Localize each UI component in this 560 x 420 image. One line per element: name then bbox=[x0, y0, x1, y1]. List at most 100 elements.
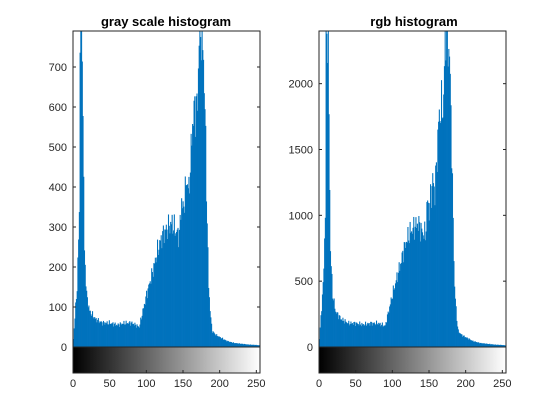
histogram-bar bbox=[459, 333, 462, 347]
histogram-bar bbox=[377, 324, 379, 347]
histogram-bar bbox=[394, 288, 396, 347]
histogram-bar bbox=[119, 322, 121, 347]
histogram-bar bbox=[129, 321, 131, 347]
histogram-bar bbox=[384, 325, 386, 347]
colorbar-gradient bbox=[318, 346, 507, 374]
histogram-bar bbox=[200, 60, 202, 348]
histogram-bar bbox=[143, 303, 145, 347]
x-tick-label: 150 bbox=[420, 378, 438, 390]
histogram-bar bbox=[441, 118, 443, 347]
histogram-bar bbox=[489, 343, 491, 347]
histogram-bar bbox=[187, 188, 189, 347]
histogram-bar bbox=[411, 233, 413, 347]
histogram-bar bbox=[343, 323, 345, 347]
histogram-bar bbox=[97, 318, 99, 347]
histogram-bar bbox=[121, 323, 124, 347]
histogram-bar bbox=[73, 328, 75, 347]
histogram-bar bbox=[503, 345, 505, 347]
histogram-bar bbox=[124, 324, 126, 347]
histogram-bar bbox=[159, 240, 161, 347]
histogram-bar bbox=[343, 320, 345, 347]
histogram-bar bbox=[88, 305, 90, 347]
histogram-bar bbox=[103, 322, 105, 347]
histogram-bar bbox=[321, 294, 323, 347]
histogram-bar bbox=[319, 339, 321, 347]
histogram-bar bbox=[392, 298, 394, 347]
histogram-bar bbox=[404, 242, 406, 347]
histogram-bar bbox=[232, 342, 234, 347]
gray-histogram-y-ticks: 0 100 200 300 400 500 600 700 bbox=[49, 62, 260, 354]
y-tick-label: 500 bbox=[295, 276, 313, 288]
histogram-bar bbox=[129, 325, 132, 347]
histogram-bar bbox=[453, 261, 455, 347]
histogram-bar bbox=[107, 324, 109, 347]
histogram-bar bbox=[208, 297, 210, 347]
histogram-bar bbox=[195, 96, 197, 348]
histogram-bar bbox=[499, 345, 501, 347]
histogram-bar bbox=[255, 344, 257, 347]
histogram-bar bbox=[400, 262, 402, 347]
histogram-bar bbox=[342, 317, 344, 347]
histogram-bar bbox=[190, 133, 192, 347]
histogram-bar bbox=[423, 238, 425, 347]
histogram-bar bbox=[244, 344, 246, 347]
histogram-bar bbox=[393, 289, 395, 347]
histogram-bar bbox=[333, 298, 335, 347]
histogram-bar bbox=[478, 343, 481, 347]
histogram-bar bbox=[125, 320, 127, 347]
histogram-bar bbox=[189, 193, 191, 347]
x-tick-label: 100 bbox=[137, 378, 155, 390]
histogram-bar bbox=[216, 336, 218, 347]
histogram-bar bbox=[471, 340, 473, 347]
histogram-bar bbox=[360, 326, 362, 347]
histogram-bar bbox=[117, 323, 119, 347]
histogram-bar bbox=[425, 231, 427, 347]
histogram-bar bbox=[219, 337, 221, 347]
histogram-bar bbox=[168, 225, 170, 347]
histogram-bar bbox=[477, 342, 479, 347]
histogram-bar bbox=[403, 262, 405, 347]
rgb-histogram-y-ticks: 0 500 1000 1500 2000 bbox=[289, 79, 506, 354]
histogram-bar bbox=[468, 339, 470, 347]
histogram-bar bbox=[486, 343, 488, 347]
histogram-bar bbox=[411, 231, 413, 347]
histogram-bar bbox=[215, 335, 217, 347]
y-tick-label: 0 bbox=[61, 342, 67, 354]
histogram-bar bbox=[249, 344, 251, 347]
histogram-bar bbox=[452, 217, 454, 347]
x-tick-label: 50 bbox=[104, 378, 116, 390]
histogram-bar bbox=[476, 342, 478, 347]
histogram-bar bbox=[110, 323, 113, 347]
histogram-bar bbox=[192, 125, 194, 347]
histogram-bar bbox=[493, 344, 495, 347]
histogram-bar bbox=[139, 324, 141, 347]
histogram-bar bbox=[367, 323, 370, 347]
histogram-bar bbox=[118, 324, 120, 347]
histogram-bar bbox=[186, 184, 189, 347]
histogram-bar bbox=[500, 344, 502, 347]
histogram-bar bbox=[196, 93, 198, 347]
histogram-bar bbox=[135, 327, 137, 347]
histogram-bar bbox=[494, 344, 496, 347]
histogram-bar bbox=[113, 326, 115, 347]
histogram-bar bbox=[405, 247, 407, 347]
histogram-bar bbox=[162, 231, 164, 347]
histogram-bar bbox=[229, 341, 231, 347]
histogram-bar bbox=[337, 319, 340, 347]
histogram-bar bbox=[503, 345, 505, 347]
histogram-bar bbox=[188, 176, 190, 347]
colorbar-gradient bbox=[72, 346, 261, 374]
histogram-bar bbox=[336, 312, 338, 347]
histogram-bar bbox=[232, 342, 235, 347]
histogram-bar bbox=[484, 343, 486, 347]
histogram-bar bbox=[116, 325, 118, 347]
histogram-bar bbox=[491, 344, 493, 347]
histogram-bar bbox=[77, 257, 79, 347]
histogram-bar bbox=[245, 344, 247, 347]
histogram-bar bbox=[484, 343, 486, 347]
histogram-bar bbox=[243, 343, 246, 347]
histogram-bar bbox=[492, 344, 494, 347]
histogram-bar bbox=[414, 226, 416, 347]
histogram-bar bbox=[480, 342, 482, 347]
histogram-bar bbox=[395, 280, 397, 347]
